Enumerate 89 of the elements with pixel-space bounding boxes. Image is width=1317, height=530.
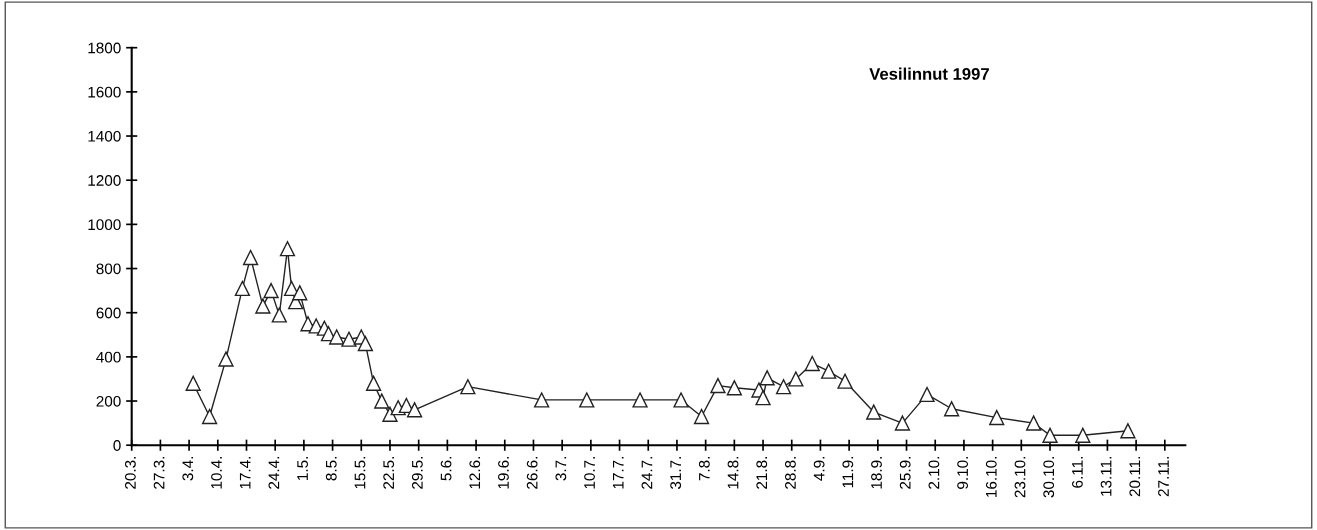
point	[632, 392, 648, 408]
point	[1075, 427, 1091, 443]
x-tick-label: 1.5.	[297, 457, 308, 480]
point	[460, 379, 476, 395]
x-tick-label: 7.8.	[698, 457, 710, 481]
point	[292, 285, 308, 301]
point	[820, 363, 837, 379]
x-tick-label: 24.4.	[268, 457, 280, 489]
y-tick-label: 200	[96, 395, 121, 407]
y-tick-label: 1000	[88, 219, 121, 231]
x-tick-label: 4.9.	[813, 457, 825, 481]
point	[989, 409, 1005, 426]
point	[837, 373, 853, 389]
point	[271, 307, 287, 323]
x-tick-label: 20.3.	[124, 457, 136, 489]
point	[919, 386, 935, 403]
y-tick-label: 1200	[88, 175, 121, 186]
point	[279, 241, 296, 257]
x-tick-label: 11.9.	[842, 457, 854, 488]
point	[693, 408, 710, 425]
point	[406, 402, 423, 418]
point	[374, 393, 390, 409]
x-tick-label: 30.10.	[1043, 457, 1055, 498]
point	[775, 379, 792, 395]
x-tick-label: 25.9.	[899, 457, 911, 489]
point	[234, 280, 251, 297]
x-tick-label: 16.10.	[985, 457, 997, 497]
point	[759, 370, 775, 386]
point	[382, 406, 398, 422]
x-tick-label: 12.6.	[469, 457, 481, 489]
x-tick-label: 10.4.	[211, 457, 222, 489]
point	[755, 390, 771, 406]
y-tick-label: 1800	[88, 42, 121, 54]
point	[788, 371, 804, 387]
point	[726, 380, 742, 396]
point	[242, 249, 259, 266]
point	[1120, 423, 1136, 439]
y-tick-label: 800	[96, 263, 121, 275]
point	[1025, 415, 1042, 431]
x-tick-label: 19.6.	[498, 457, 509, 489]
y-tick-label: 400	[96, 351, 121, 363]
x-tick-label: 9.10.	[957, 457, 969, 489]
x-tick-label: 3.7.	[555, 457, 567, 481]
x-tick-label: 27.11.	[1158, 457, 1169, 497]
point	[673, 392, 689, 408]
text: Vesilinnut 1997	[869, 67, 989, 80]
point	[710, 377, 726, 394]
x-tick-label: 20.11.	[1129, 457, 1141, 497]
point	[201, 408, 218, 425]
x-tick-label: 24.7.	[641, 457, 653, 489]
x-tick-label: 2.10.	[928, 457, 940, 489]
x-tick-label: 26.6.	[526, 457, 538, 489]
point	[1042, 427, 1058, 443]
x-tick-label: 29.5.	[411, 457, 423, 489]
x-tick-label: 10.7.	[584, 457, 595, 489]
x-tick-label: 27.3.	[153, 457, 165, 489]
x-tick-label: 6.11.	[1071, 457, 1083, 488]
y-tick-label: 600	[96, 307, 121, 319]
x-tick-label: 31.7.	[670, 457, 682, 490]
x-tick-label: 17.7.	[612, 457, 624, 489]
x-tick-label: 3.4.	[182, 457, 194, 481]
point	[357, 335, 374, 352]
x-tick-label: 23.10.	[1014, 457, 1026, 498]
x-tick-label: 17.4.	[239, 457, 251, 489]
x-tick-label: 8.5.	[325, 457, 337, 481]
x-tick-label: 22.5.	[383, 457, 395, 489]
x-tick-label: 5.6.	[440, 457, 452, 481]
y-tick-label: 1600	[88, 86, 121, 98]
point	[579, 392, 595, 408]
point	[329, 329, 345, 345]
point	[218, 351, 234, 367]
point	[866, 404, 882, 420]
point	[804, 355, 820, 372]
point	[263, 282, 279, 299]
point	[534, 392, 550, 408]
x-tick-label: 14.8.	[727, 457, 739, 489]
y-tick-label: 0	[113, 440, 121, 451]
x-tick-label: 15.5.	[354, 457, 366, 489]
x-tick-label: 21.8.	[756, 457, 768, 489]
point	[365, 375, 382, 392]
y-tick-label: 1400	[88, 130, 121, 142]
point	[894, 415, 911, 431]
point	[185, 375, 201, 392]
point	[255, 298, 271, 314]
point	[341, 331, 357, 347]
x-tick-label: 18.9.	[871, 457, 882, 489]
x-tick-label: 28.8.	[785, 457, 796, 489]
x-tick-label: 13.11.	[1100, 457, 1112, 496]
point	[943, 401, 960, 417]
